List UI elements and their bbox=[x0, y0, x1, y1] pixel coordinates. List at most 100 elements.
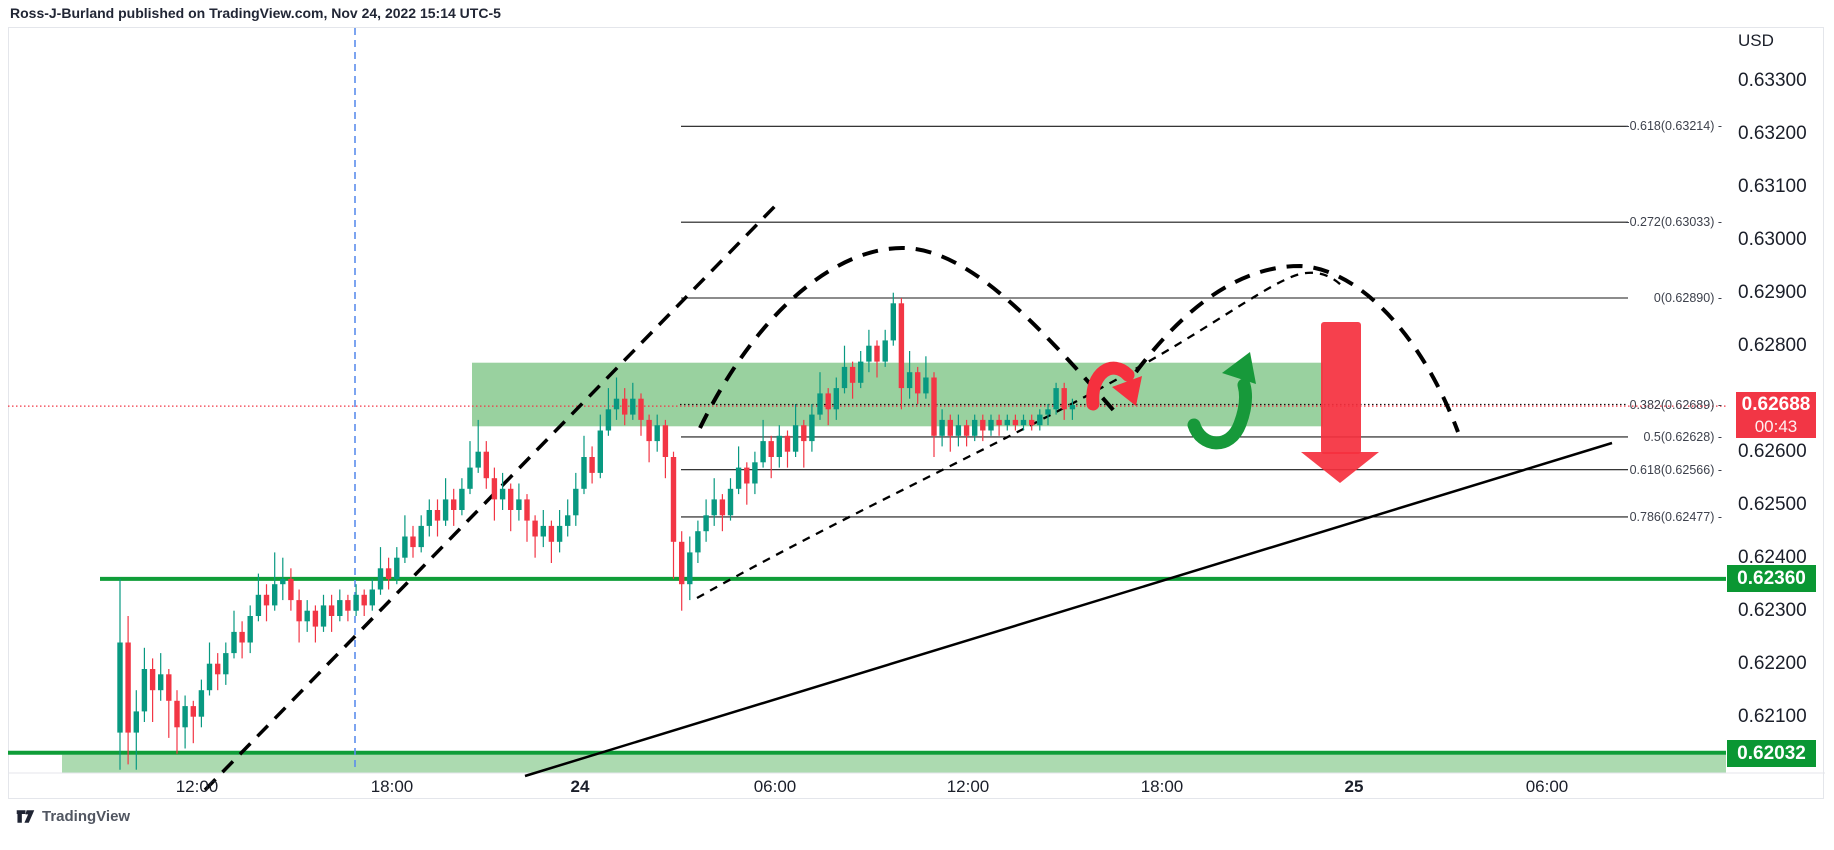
candle-body bbox=[215, 663, 221, 675]
candle-body bbox=[573, 488, 579, 516]
candle-body bbox=[556, 525, 563, 542]
attribution-text: Ross-J-Burland published on TradingView.… bbox=[10, 5, 501, 21]
candle-body bbox=[434, 510, 441, 521]
tradingview-brand-label: TradingView bbox=[42, 808, 131, 825]
candle-body bbox=[801, 425, 807, 442]
candle-body bbox=[784, 435, 791, 452]
candle-body bbox=[206, 663, 213, 691]
candle-body bbox=[337, 600, 343, 616]
candle-body bbox=[1037, 414, 1043, 426]
candle-body bbox=[670, 457, 677, 542]
candle-body bbox=[752, 462, 758, 484]
candle-body bbox=[605, 409, 612, 431]
price-axis-label: 0.63100 bbox=[1738, 175, 1807, 197]
candle-body bbox=[1020, 419, 1027, 426]
red-down-arrow-head bbox=[1301, 452, 1379, 483]
candle-body bbox=[906, 372, 913, 389]
candle-body bbox=[792, 425, 799, 452]
price-axis-label: 0.62800 bbox=[1738, 334, 1807, 356]
candle-body bbox=[255, 594, 262, 616]
candle-body bbox=[1004, 419, 1010, 426]
candle-body bbox=[288, 578, 294, 601]
candle-body bbox=[158, 674, 164, 691]
candle-body bbox=[451, 499, 457, 510]
candle-body bbox=[402, 536, 408, 558]
red-down-arrow bbox=[1321, 322, 1361, 454]
candle-body bbox=[768, 441, 774, 457]
fib-level-label: 0.5(0.62628) - bbox=[1643, 429, 1722, 444]
candle-body bbox=[1053, 388, 1059, 410]
candle-body bbox=[1061, 388, 1067, 410]
candle-body bbox=[996, 419, 1002, 426]
candle-body bbox=[776, 435, 782, 457]
candle-body bbox=[825, 393, 831, 410]
candle-body bbox=[630, 398, 636, 415]
candle-body bbox=[410, 536, 416, 548]
candle-body bbox=[833, 388, 839, 410]
price-axis-label: 0.62300 bbox=[1738, 599, 1807, 621]
time-axis-label: 18:00 bbox=[1140, 777, 1184, 796]
candle-body bbox=[304, 610, 310, 622]
tradingview-watermark[interactable]: TradingView bbox=[16, 808, 130, 825]
candle-body bbox=[735, 467, 742, 489]
price-axis-label: 0.63000 bbox=[1738, 228, 1807, 250]
price-axis-currency-label: USD bbox=[1738, 31, 1774, 50]
candle-body bbox=[849, 366, 856, 383]
fib-level-label: 0(0.62890) - bbox=[1653, 291, 1722, 305]
tradingview-logo-icon bbox=[16, 810, 35, 823]
candle-body bbox=[125, 642, 131, 733]
candle-body bbox=[312, 610, 319, 627]
arc-1-projection bbox=[698, 245, 1117, 429]
candle-body bbox=[548, 525, 555, 542]
candle-body bbox=[622, 398, 628, 415]
red-hook-arrow-head bbox=[1112, 376, 1142, 406]
candle-body bbox=[565, 515, 571, 526]
candle-body bbox=[589, 457, 595, 473]
support-level-badge-62360: 0.62360 bbox=[1727, 565, 1816, 593]
candle-body bbox=[182, 706, 188, 728]
candle-body bbox=[491, 478, 498, 500]
candle-body bbox=[508, 488, 514, 510]
candle-body bbox=[939, 419, 945, 436]
candle-body bbox=[923, 377, 929, 394]
candle-body bbox=[499, 488, 506, 500]
candle-body bbox=[467, 467, 473, 489]
candle-body bbox=[524, 499, 530, 521]
price-axis-label: 0.62100 bbox=[1738, 705, 1807, 727]
fib-level-label: 0.618(0.62566) - bbox=[1629, 462, 1722, 477]
arc-2-projection bbox=[1134, 263, 1460, 433]
candle-body bbox=[687, 552, 693, 585]
candle-body bbox=[1069, 405, 1076, 410]
candle-body bbox=[972, 419, 978, 436]
candle-body bbox=[711, 499, 717, 516]
candle-body bbox=[646, 419, 652, 442]
candle-body bbox=[353, 594, 359, 611]
time-axis-label: 18:00 bbox=[370, 777, 414, 796]
price-axis-label: 0.62200 bbox=[1738, 652, 1807, 674]
candle-body bbox=[858, 361, 864, 383]
candle-body bbox=[442, 499, 449, 521]
candle-body bbox=[296, 600, 302, 622]
candle-body bbox=[760, 441, 766, 463]
fib-level-label: -0.618(0.63214) - bbox=[1625, 119, 1722, 134]
time-axis-label: 24 bbox=[570, 777, 590, 796]
candle-body bbox=[459, 488, 465, 510]
candle-body bbox=[817, 393, 823, 415]
candle-body bbox=[263, 594, 270, 606]
candle-body bbox=[809, 414, 815, 442]
candle-body bbox=[890, 303, 896, 341]
time-axis-label: 25 bbox=[1344, 777, 1364, 796]
price-axis-label: 0.62600 bbox=[1738, 440, 1807, 462]
time-axis-label: 12:00 bbox=[175, 777, 219, 796]
price-axis-label: 0.63300 bbox=[1738, 69, 1807, 91]
time-axis-label: 06:00 bbox=[753, 777, 797, 796]
candle-body bbox=[174, 700, 180, 728]
candle-body bbox=[662, 425, 669, 457]
candle-body bbox=[915, 372, 921, 394]
candle-body bbox=[239, 631, 245, 643]
candle-body bbox=[1029, 419, 1035, 426]
candle-body bbox=[166, 674, 172, 701]
candle-body bbox=[190, 706, 196, 717]
candle-body bbox=[149, 669, 156, 691]
